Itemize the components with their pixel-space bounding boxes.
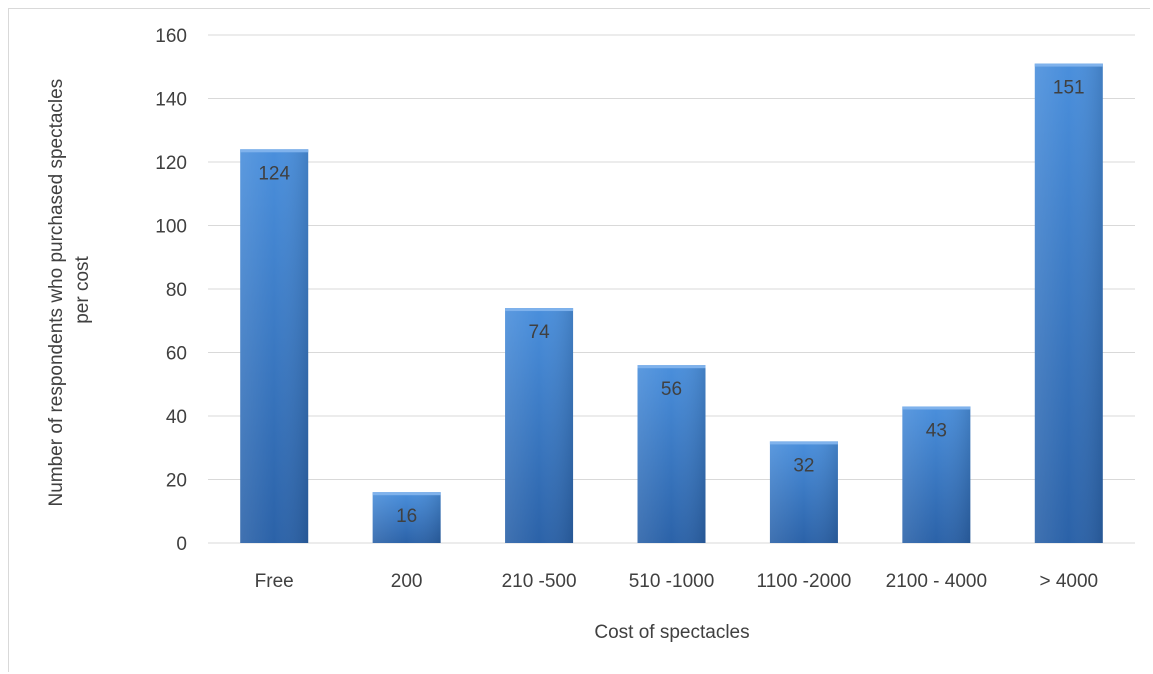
- x-tick-label: 2100 - 4000: [886, 571, 987, 592]
- data-label: 43: [926, 420, 947, 441]
- data-label: 151: [1053, 78, 1085, 99]
- data-label: 56: [661, 379, 682, 400]
- bar-top-highlight: [372, 492, 441, 496]
- y-tick-label: 20: [166, 471, 187, 492]
- y-tick-label: 40: [166, 407, 187, 428]
- x-tick-labels: Free 200 210 -500 510 -1000 1100 -2000 2100 -…: [255, 571, 1098, 592]
- x-tick-label: 200: [391, 571, 423, 592]
- y-tick-labels: 0 20 40 60 80 100 120 140 160: [155, 26, 187, 555]
- data-label: 16: [396, 506, 417, 527]
- x-tick-label: 210 -500: [502, 571, 577, 592]
- bar-top-highlight: [1034, 63, 1103, 67]
- bar-shading: [902, 406, 971, 543]
- y-tick-label: 0: [176, 534, 187, 555]
- y-axis-title-line-1: Number of respondents who purchased spec…: [46, 79, 67, 507]
- y-tick-label: 160: [155, 26, 187, 47]
- bar-top-highlight: [902, 406, 971, 410]
- x-axis-title: Cost of spectacles: [594, 622, 749, 643]
- x-tick-label: > 4000: [1039, 571, 1098, 592]
- y-tick-label: 120: [155, 153, 187, 174]
- bar-shading: [637, 365, 706, 543]
- y-tick-label: 140: [155, 90, 187, 111]
- bar-top-highlight: [769, 441, 838, 445]
- bar-shading: [1034, 63, 1103, 543]
- bar-shading: [240, 149, 309, 544]
- x-tick-label: 510 -1000: [629, 571, 715, 592]
- data-label: 74: [529, 322, 551, 343]
- bar-top-highlight: [637, 365, 706, 369]
- y-axis-title-line-2: per cost: [72, 255, 93, 323]
- x-tick-label: 1100 -2000: [757, 571, 852, 592]
- bar-top-highlight: [240, 149, 309, 153]
- y-tick-label: 100: [155, 217, 187, 238]
- y-tick-label: 80: [166, 280, 187, 301]
- y-tick-label: 60: [166, 344, 187, 365]
- x-tick-label: Free: [255, 571, 294, 592]
- bar-shading: [505, 308, 574, 543]
- bar-top-highlight: [505, 308, 574, 312]
- bar-shading: [372, 492, 441, 543]
- bars: 124 16 74 56 32 43 151: [240, 63, 1103, 544]
- data-label: 32: [793, 455, 814, 476]
- bar-shading: [769, 441, 838, 543]
- y-axis-title: Number of respondents who purchased spec…: [46, 73, 93, 506]
- data-label: 124: [258, 163, 290, 184]
- chart-frame: [8, 8, 1150, 672]
